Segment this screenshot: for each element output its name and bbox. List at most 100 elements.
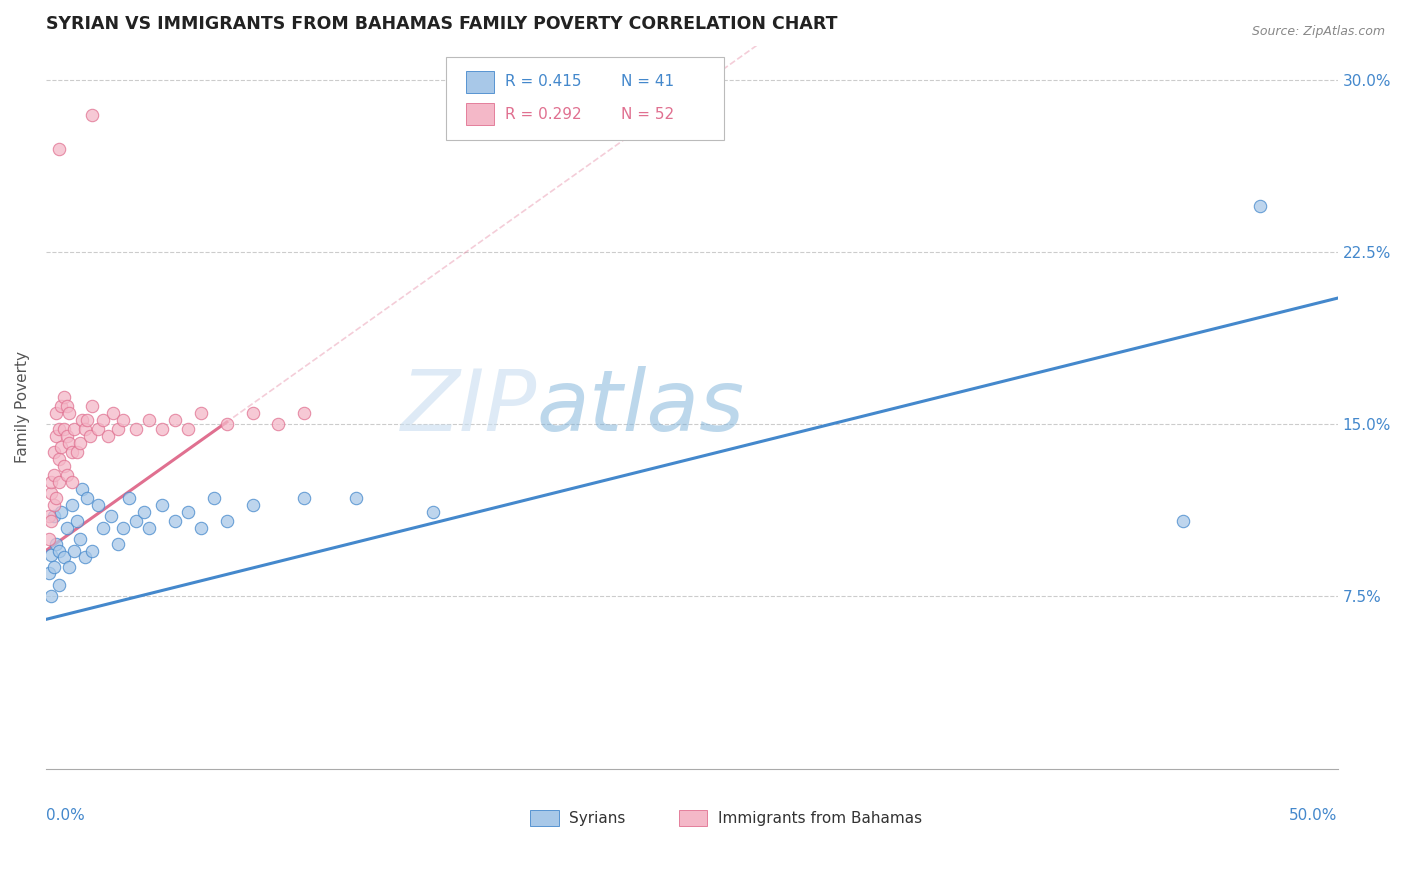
- Point: [190, 520, 212, 534]
- Point: [39, 548, 62, 562]
- Point: [60, 475, 83, 489]
- Point: [76, 491, 98, 505]
- FancyBboxPatch shape: [446, 56, 724, 140]
- Point: [58, 435, 80, 450]
- Point: [48, 451, 70, 466]
- Point: [86, 422, 108, 436]
- Point: [215, 514, 238, 528]
- Point: [45, 429, 67, 443]
- Point: [82, 399, 104, 413]
- Point: [125, 422, 148, 436]
- Point: [66, 445, 89, 459]
- Point: [1249, 199, 1271, 213]
- Point: [86, 498, 108, 512]
- Point: [60, 498, 83, 512]
- Point: [101, 406, 124, 420]
- Point: [55, 520, 77, 534]
- Point: [55, 399, 77, 413]
- Point: [267, 417, 290, 432]
- Point: [134, 504, 156, 518]
- Bar: [465, 103, 494, 125]
- Point: [125, 514, 148, 528]
- Text: Source: ZipAtlas.com: Source: ZipAtlas.com: [1251, 25, 1385, 38]
- Point: [150, 422, 173, 436]
- Point: [58, 559, 80, 574]
- Point: [112, 413, 135, 427]
- Point: [63, 422, 86, 436]
- Point: [177, 422, 200, 436]
- Point: [51, 399, 73, 413]
- Text: 0.0%: 0.0%: [46, 808, 84, 823]
- Point: [39, 486, 62, 500]
- Point: [48, 142, 70, 156]
- Point: [73, 422, 96, 436]
- Point: [107, 422, 129, 436]
- Point: [177, 504, 200, 518]
- Point: [242, 498, 264, 512]
- Point: [215, 417, 238, 432]
- Bar: [679, 811, 707, 826]
- Point: [55, 467, 77, 482]
- Point: [38, 532, 60, 546]
- Point: [42, 509, 65, 524]
- Point: [107, 536, 129, 550]
- Text: Immigrants from Bahamas: Immigrants from Bahamas: [717, 811, 922, 826]
- Point: [91, 520, 114, 534]
- Bar: [465, 71, 494, 93]
- Point: [48, 475, 70, 489]
- Point: [42, 498, 65, 512]
- Point: [66, 514, 89, 528]
- Point: [48, 422, 70, 436]
- Point: [165, 413, 187, 427]
- Point: [97, 429, 120, 443]
- Point: [60, 445, 83, 459]
- Point: [100, 509, 122, 524]
- Point: [38, 566, 60, 581]
- Point: [292, 406, 315, 420]
- Text: SYRIAN VS IMMIGRANTS FROM BAHAMAS FAMILY POVERTY CORRELATION CHART: SYRIAN VS IMMIGRANTS FROM BAHAMAS FAMILY…: [46, 15, 838, 33]
- Point: [45, 406, 67, 420]
- Point: [292, 491, 315, 505]
- Text: R = 0.415: R = 0.415: [505, 74, 581, 89]
- Text: N = 52: N = 52: [621, 107, 673, 122]
- Point: [53, 422, 76, 436]
- Point: [344, 491, 367, 505]
- Point: [76, 413, 98, 427]
- Point: [69, 435, 91, 450]
- Point: [82, 543, 104, 558]
- Point: [82, 107, 104, 121]
- Point: [150, 498, 173, 512]
- Point: [48, 543, 70, 558]
- Point: [42, 559, 65, 574]
- Point: [39, 590, 62, 604]
- Point: [45, 491, 67, 505]
- Text: ZIP: ZIP: [401, 366, 537, 449]
- Point: [73, 550, 96, 565]
- Point: [117, 491, 139, 505]
- Text: Syrians: Syrians: [569, 811, 626, 826]
- Point: [39, 514, 62, 528]
- Point: [202, 491, 225, 505]
- Point: [165, 514, 187, 528]
- Point: [69, 532, 91, 546]
- Point: [42, 445, 65, 459]
- Point: [112, 520, 135, 534]
- Point: [70, 413, 93, 427]
- Point: [138, 413, 160, 427]
- Point: [45, 536, 67, 550]
- Point: [53, 390, 76, 404]
- Point: [79, 429, 101, 443]
- Point: [58, 406, 80, 420]
- Text: N = 41: N = 41: [621, 74, 673, 89]
- Point: [190, 406, 212, 420]
- Point: [38, 509, 60, 524]
- Text: R = 0.292: R = 0.292: [505, 107, 581, 122]
- Point: [51, 504, 73, 518]
- Point: [42, 467, 65, 482]
- Point: [51, 440, 73, 454]
- Point: [48, 578, 70, 592]
- Point: [242, 406, 264, 420]
- Point: [91, 413, 114, 427]
- Point: [138, 520, 160, 534]
- Point: [422, 504, 444, 518]
